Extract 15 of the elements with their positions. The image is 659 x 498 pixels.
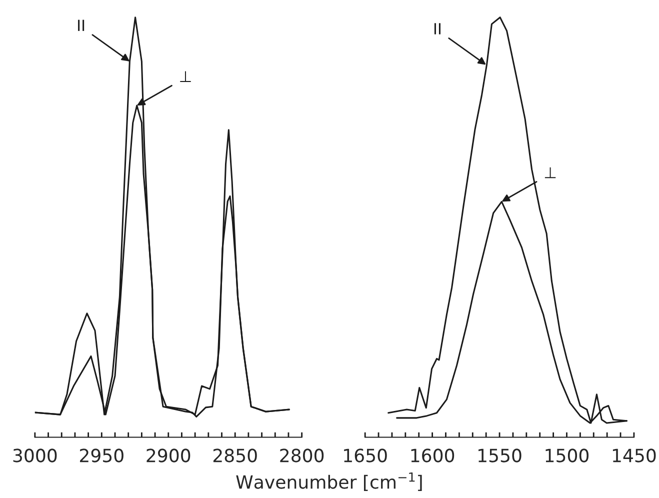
x-tick-label: 2800 bbox=[280, 448, 324, 462]
x-tick-label: 2950 bbox=[80, 448, 124, 462]
x-axis-title: Wavenumber [cm$^{−1}$] bbox=[236, 472, 422, 491]
x-tick-label: 1550 bbox=[478, 448, 522, 462]
x-tick-label: 2850 bbox=[213, 448, 257, 462]
annotation: II bbox=[434, 23, 440, 34]
x-tick-label: 1600 bbox=[411, 448, 454, 462]
annotation: II bbox=[78, 20, 84, 31]
x-tick-label: 1650 bbox=[344, 448, 387, 462]
x-tick-label: 3000 bbox=[13, 448, 57, 462]
annotation: ⊥ bbox=[544, 167, 556, 178]
annotation: ⊥ bbox=[180, 71, 191, 82]
x-tick-label: 1500 bbox=[546, 448, 589, 462]
x-tick-label: 1450 bbox=[612, 448, 656, 462]
x-tick-label: 2900 bbox=[146, 448, 190, 462]
